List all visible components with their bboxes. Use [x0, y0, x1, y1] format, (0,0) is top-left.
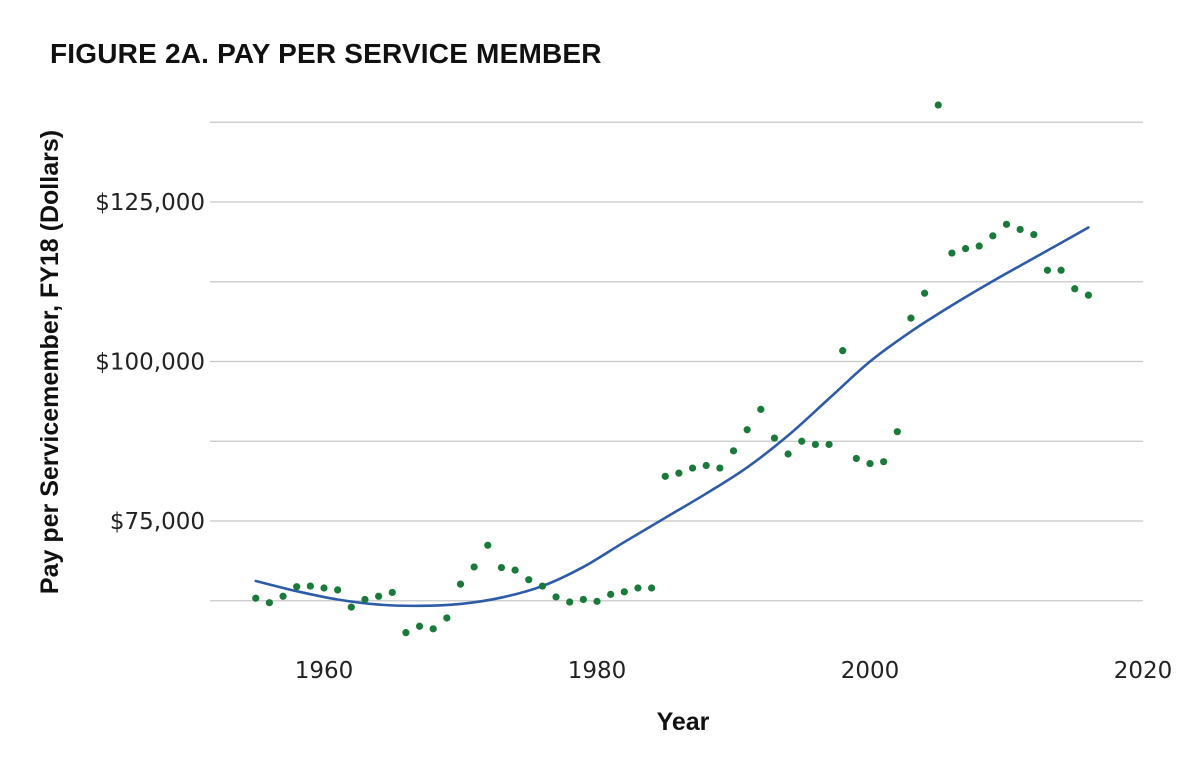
- data-point: [388, 588, 396, 597]
- data-point: [866, 459, 874, 468]
- data-point: [989, 232, 997, 240]
- data-point: [252, 594, 260, 602]
- data-point: [1016, 225, 1024, 234]
- y-axis-ticks: $75,000 $100,000 $125,000: [95, 190, 205, 535]
- data-point: [593, 597, 601, 605]
- data-point-series: [252, 101, 1092, 637]
- x-tick-label: 1960: [295, 658, 354, 684]
- data-point: [743, 426, 751, 434]
- data-point: [320, 584, 328, 592]
- data-point: [552, 593, 560, 601]
- trend-line: [254, 226, 1090, 608]
- data-point: [770, 434, 779, 442]
- data-point: [361, 595, 369, 604]
- data-point: [688, 464, 697, 472]
- x-tick-label: 2020: [1114, 658, 1173, 684]
- x-tick-label: 1980: [568, 658, 627, 684]
- y-axis-title: Pay per Servicemember, FY18 (Dollars): [36, 130, 64, 594]
- data-point: [1084, 291, 1092, 299]
- y-tick-label: $125,000: [95, 190, 205, 216]
- data-point: [757, 405, 765, 413]
- data-point: [484, 541, 492, 549]
- data-point: [265, 599, 273, 607]
- data-point: [893, 428, 901, 436]
- trend-line-series: [254, 226, 1090, 608]
- data-point: [538, 582, 547, 590]
- grid-lines: [210, 121, 1143, 602]
- data-point: [1057, 266, 1065, 274]
- x-tick-label: 2000: [841, 658, 900, 684]
- data-point: [470, 563, 478, 571]
- data-point: [934, 101, 942, 109]
- data-point: [716, 464, 724, 472]
- y-tick-label: $100,000: [95, 350, 205, 376]
- data-point: [279, 592, 287, 600]
- data-point: [975, 242, 983, 250]
- data-point: [675, 469, 683, 477]
- data-point: [729, 447, 738, 455]
- data-point: [1002, 220, 1011, 228]
- data-point: [702, 461, 710, 470]
- y-tick-label: $75,000: [110, 509, 205, 535]
- data-point: [429, 625, 437, 633]
- data-point: [525, 576, 533, 584]
- data-point: [511, 566, 519, 574]
- data-point: [921, 289, 929, 297]
- data-point: [566, 598, 574, 606]
- data-point: [334, 586, 342, 594]
- data-point: [880, 458, 888, 466]
- data-point: [579, 595, 587, 604]
- data-point: [634, 584, 642, 592]
- data-point: [293, 583, 301, 591]
- data-point: [1030, 230, 1038, 239]
- data-point: [811, 440, 820, 449]
- data-point: [907, 314, 915, 322]
- x-axis-title: Year: [657, 708, 710, 736]
- data-point: [497, 563, 506, 572]
- data-point: [961, 244, 970, 253]
- data-point: [648, 584, 656, 592]
- data-point: [402, 629, 410, 637]
- data-point: [1043, 266, 1052, 274]
- chart-title: FIGURE 2A. PAY PER SERVICE MEMBER: [50, 38, 602, 69]
- data-point: [839, 347, 847, 355]
- data-point: [1071, 285, 1079, 293]
- data-point: [415, 622, 424, 630]
- data-point: [825, 440, 833, 449]
- data-point: [661, 472, 669, 480]
- data-point: [948, 249, 956, 257]
- data-point: [347, 603, 355, 611]
- data-point: [375, 592, 383, 600]
- data-point: [784, 450, 792, 458]
- data-point: [620, 588, 628, 596]
- x-axis-ticks: 1960 1980 2000 2020: [295, 658, 1173, 684]
- data-point: [607, 590, 615, 598]
- data-point: [456, 580, 465, 588]
- data-point: [798, 437, 806, 445]
- data-point: [306, 582, 314, 590]
- data-point: [443, 614, 451, 622]
- data-point: [852, 454, 860, 463]
